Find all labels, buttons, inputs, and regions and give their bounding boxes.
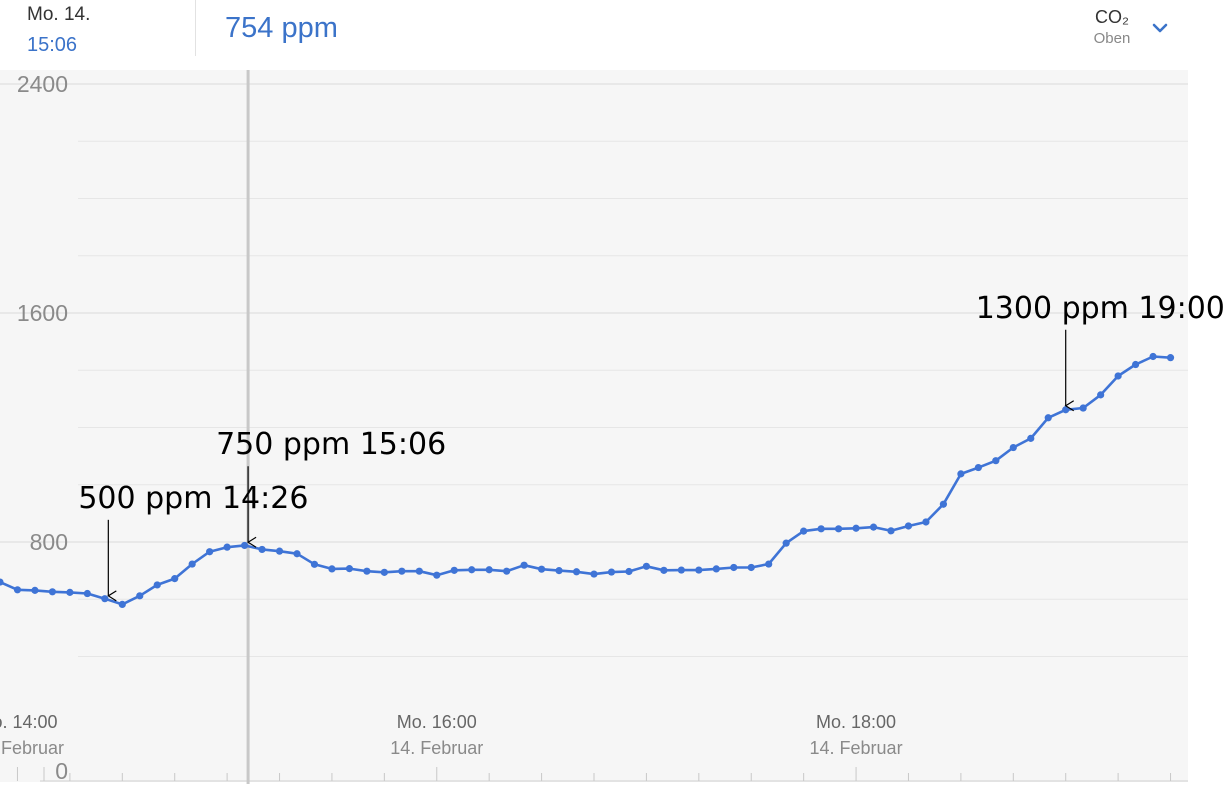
data-point (293, 550, 301, 558)
selected-day-label: Mo. 14. (27, 4, 91, 25)
data-point (974, 463, 982, 472)
data-point (590, 570, 598, 578)
data-point (1149, 352, 1157, 361)
data-point (677, 566, 685, 574)
data-point (957, 470, 965, 478)
data-point (118, 600, 126, 609)
x-tick-label: Mo. 14:00 (0, 712, 58, 732)
y-tick-label: 1600 (17, 300, 68, 326)
data-point (450, 566, 458, 574)
data-point (712, 565, 720, 573)
data-point (625, 567, 633, 576)
data-point (1044, 414, 1052, 422)
x-tick-label: Mo. 18:00 (816, 712, 896, 732)
data-point (240, 541, 249, 550)
data-point (887, 527, 895, 535)
data-point (363, 567, 371, 575)
data-point (607, 568, 616, 576)
data-point (939, 500, 948, 508)
data-point (66, 588, 74, 596)
data-point (0, 578, 4, 586)
data-point (31, 586, 39, 594)
data-point (817, 525, 825, 533)
current-value-readout: 754 ppm (225, 12, 338, 44)
data-point (800, 527, 808, 535)
metric-name: CO₂ (1095, 7, 1129, 27)
annotation-label: 500 ppm 14:26 (78, 481, 308, 516)
data-point (1114, 372, 1122, 380)
header-divider (195, 0, 196, 56)
data-point (468, 566, 476, 574)
selected-time-label: 15:06 (27, 34, 78, 56)
data-point (328, 565, 336, 573)
annotations: 500 ppm 14:26 750 ppm 15:06 1300 ppm 19:00 (78, 291, 1225, 596)
data-point (345, 565, 354, 573)
x-tick-date-label: 14. Februar (390, 738, 483, 758)
reading-header: Mo. 14. 15:06 754 ppm CO₂ Oben (0, 0, 1232, 70)
data-point (136, 592, 144, 600)
data-point (660, 566, 668, 574)
x-tick-date-label: 14. Februar (810, 738, 903, 758)
data-point (433, 571, 441, 579)
data-point (904, 522, 913, 530)
gridlines (0, 83, 1188, 657)
data-point (520, 561, 528, 569)
data-point (922, 518, 930, 526)
annotation-label: 1300 ppm 19:00 (976, 291, 1225, 326)
x-axis: Mo. 14:00 14. Februar Mo. 16:00 14. Februar… (0, 712, 1188, 782)
y-axis-labels: 2400 1600 800 0 (17, 71, 68, 784)
co2-series (0, 352, 1175, 609)
data-point (782, 539, 790, 547)
data-point (275, 547, 284, 555)
data-point (642, 562, 651, 570)
data-point (206, 548, 214, 556)
data-point (13, 586, 22, 594)
data-point (1131, 360, 1140, 369)
data-point (1009, 443, 1017, 452)
data-point (1166, 354, 1175, 362)
data-point (258, 545, 266, 554)
data-point (503, 567, 511, 575)
data-point (1079, 404, 1087, 412)
data-point (83, 589, 91, 598)
data-point (415, 567, 423, 575)
y-tick-label: 2400 (17, 71, 68, 97)
y-tick-label: 0 (55, 758, 68, 784)
data-point (1062, 406, 1070, 414)
data-point (852, 524, 860, 532)
metric-selector[interactable]: CO₂ Oben (1082, 7, 1142, 47)
data-point (380, 568, 388, 576)
x-tick-label: Mo. 16:00 (397, 712, 477, 732)
data-point (747, 563, 755, 572)
data-point (869, 523, 878, 531)
data-point (171, 575, 179, 583)
sensor-name: Oben (1093, 30, 1131, 47)
data-point (310, 560, 319, 568)
data-point (188, 560, 196, 568)
data-point (992, 457, 1000, 465)
data-point (765, 560, 773, 568)
x-tick-date-label: 14. Februar (0, 738, 64, 758)
y-tick-label: 800 (30, 529, 68, 555)
data-point (48, 588, 57, 596)
data-point (695, 566, 703, 574)
data-point (398, 567, 406, 575)
data-point (1097, 391, 1105, 399)
data-point (223, 543, 231, 551)
data-point (730, 563, 738, 572)
data-point (572, 568, 581, 576)
data-point (1027, 434, 1035, 442)
data-point (101, 595, 109, 603)
annotation-label: 750 ppm 15:06 (216, 427, 446, 462)
data-point (555, 567, 563, 575)
data-point (153, 581, 161, 589)
data-point (834, 525, 843, 533)
data-point (537, 565, 546, 573)
plot-area-background (0, 70, 1188, 782)
chevron-down-icon[interactable] (1150, 20, 1170, 36)
data-point (485, 566, 493, 574)
